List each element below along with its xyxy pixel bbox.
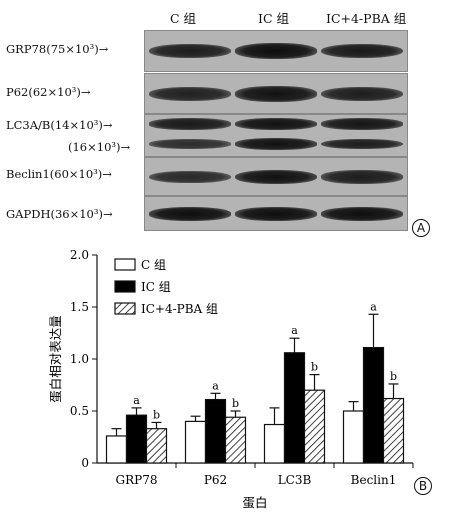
blot-band (321, 138, 403, 150)
y-tick-label: 2.0 (70, 248, 89, 262)
blot-band (321, 86, 403, 102)
bar (382, 397, 405, 464)
blot-band (235, 207, 317, 221)
blot-band (149, 170, 231, 184)
blot-label-p62: P62(62×10³)→ (6, 85, 91, 99)
blot-band (149, 207, 231, 221)
blot-band (235, 86, 317, 102)
significance-label: a (291, 324, 298, 337)
x-tick-label: LC3B (278, 473, 312, 487)
significance-label: a (212, 379, 219, 392)
blot-band (235, 43, 317, 59)
legend-label: IC+4-PBA 组 (141, 302, 218, 316)
blot-strip-p62 (144, 73, 408, 114)
legend-swatch (114, 280, 136, 293)
panel-letter-a: A (412, 219, 430, 237)
blot-strip-lc3 (144, 114, 408, 157)
legend-label: C 组 (141, 258, 166, 272)
blot-band (321, 43, 403, 59)
blot-band (235, 138, 317, 150)
blot-band (321, 170, 403, 184)
x-axis-label: 蛋白 (242, 495, 267, 510)
x-tick-label: GRP78 (116, 473, 158, 487)
y-tick-label: 1.0 (70, 352, 89, 366)
blot-label-16kd: (16×10³)→ (68, 140, 131, 154)
blot-label-beclin1: Beclin1(60×10³)→ (6, 167, 112, 181)
bar (184, 420, 207, 464)
blot-band (149, 118, 231, 130)
blot-band (321, 207, 403, 221)
y-axis-label: 蛋白相对表达量 (48, 315, 63, 403)
legend-label: IC 组 (141, 280, 171, 294)
bar (105, 435, 128, 464)
blot-label-gapdh: GAPDH(36×10³)→ (6, 207, 113, 221)
x-tick-label: P62 (204, 473, 227, 487)
panel-letter-b: B (414, 477, 432, 495)
bar (263, 423, 286, 464)
bar (145, 428, 168, 464)
lane-header-ic-4pba: IC+4-PBA 组 (326, 11, 407, 26)
x-tick-label: Beclin1 (351, 473, 397, 487)
blot-band (149, 86, 231, 102)
blot-label-grp78: GRP78(75×10³)→ (6, 42, 109, 56)
significance-label: b (153, 408, 160, 421)
bar (283, 352, 306, 464)
blot-band (235, 169, 317, 185)
significance-label: b (390, 370, 397, 383)
bar (303, 389, 326, 464)
y-tick-label: 1.5 (70, 300, 89, 314)
blot-strip-grp78 (144, 30, 408, 72)
blot-label-lc3ab: LC3A/B(14×10³)→ (6, 118, 113, 132)
significance-label: a (370, 300, 377, 313)
bar (204, 398, 227, 464)
significance-label: b (311, 361, 318, 374)
bar (224, 416, 247, 464)
bar (362, 346, 385, 464)
blot-band (235, 118, 317, 130)
bar (125, 414, 148, 464)
significance-label: b (232, 397, 239, 410)
blot-band (149, 139, 231, 149)
bar (342, 410, 365, 464)
lane-header-ic: IC 组 (258, 11, 289, 26)
y-tick-label: 0.5 (70, 404, 89, 418)
lane-header-c: C 组 (170, 11, 197, 26)
y-tick-label: 0 (81, 456, 89, 470)
significance-label: a (133, 394, 140, 407)
blot-band (149, 43, 231, 59)
blot-strip-gapdh (144, 196, 408, 231)
blot-band (321, 118, 403, 130)
legend-swatch (114, 258, 136, 271)
blot-strip-beclin1 (144, 157, 408, 196)
legend-swatch (114, 302, 136, 315)
